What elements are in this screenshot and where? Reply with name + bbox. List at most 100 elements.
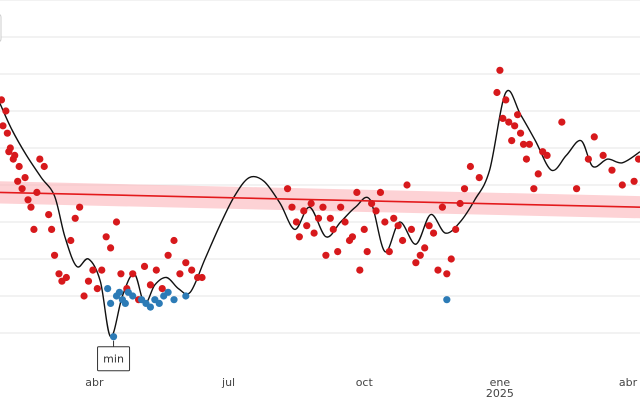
point-above [67,236,75,245]
point-above [403,181,411,189]
point-above [36,155,44,163]
point-above [170,236,178,245]
annotation-label: min [103,353,124,366]
point-above [590,133,598,141]
point-above [6,144,14,152]
point-above [33,188,41,196]
point-above [18,185,26,193]
point-below [443,296,451,304]
point-above [288,203,296,211]
point-above [198,273,206,282]
point-above [188,266,196,274]
x-tick-label: oct [356,376,374,389]
x-tick-label: abr [85,376,104,389]
annotation-box [97,346,131,372]
point-below [109,333,118,341]
point-above [505,118,513,126]
point-above [499,114,507,122]
point-above [21,174,29,182]
point-above [398,236,407,245]
point-above [356,266,364,274]
point-above [438,203,446,211]
point-above [502,96,510,104]
point-above [129,270,137,278]
point-above [329,225,337,233]
annotations: min [97,340,131,372]
point-above [334,248,342,256]
point-above [164,251,172,259]
trend-line [0,191,640,208]
point-above [412,259,420,267]
point-above [93,285,101,293]
point-above [283,185,292,193]
point-above [381,218,389,226]
x-tick-label: ene [490,376,511,389]
point-above [372,207,380,215]
point-above [80,292,88,300]
point-above [466,162,475,171]
point-above [516,129,525,137]
point-above [407,225,416,233]
point-above [514,111,522,119]
gridlines [0,0,640,334]
point-below [164,288,172,296]
point-above [295,233,303,241]
point-above [511,122,519,130]
point-above [98,266,106,274]
point-above [447,255,455,263]
point-above [300,207,308,215]
point-above [0,122,7,130]
point-above [102,233,110,241]
point-above [55,270,63,278]
point-above [599,151,607,159]
x-tick-label: jul [221,376,235,389]
point-above [394,222,402,230]
point-above [292,218,301,226]
point-above [572,185,581,193]
point-above [2,107,10,115]
point-above [416,251,424,259]
point-above [363,248,371,256]
point-above [152,266,160,274]
point-above [146,281,155,289]
point-above [475,174,483,182]
point-above [307,199,315,208]
point-above [71,214,79,222]
point-above [322,251,330,259]
point-below [182,292,190,300]
point-above [45,211,53,219]
point-above [0,96,6,104]
point-above [434,266,442,274]
point-above [368,199,376,208]
point-above [326,214,334,222]
point-above [337,203,345,211]
point-above [456,199,464,208]
data-points [0,66,640,341]
point-above [618,181,626,189]
point-above [584,155,592,163]
point-above [3,129,11,137]
point-above [62,273,70,282]
point-below [129,292,137,300]
point-above [182,259,190,267]
point-above [425,222,433,230]
point-above [508,137,516,145]
smooth-line [0,89,640,338]
point-above [525,140,534,148]
point-above [460,185,469,193]
point-above [390,214,398,222]
point-above [319,203,327,211]
point-above [543,151,551,159]
point-above [608,166,616,174]
point-above [117,270,125,278]
point-above [452,225,460,233]
x-tick-label: abr [619,376,638,389]
point-below [104,285,112,293]
point-above [353,188,361,196]
point-above [519,140,528,148]
point-above [360,225,368,233]
toolbar-edge[interactable] [0,14,2,42]
point-above [634,155,640,163]
point-above [348,233,357,241]
point-below [106,299,115,307]
